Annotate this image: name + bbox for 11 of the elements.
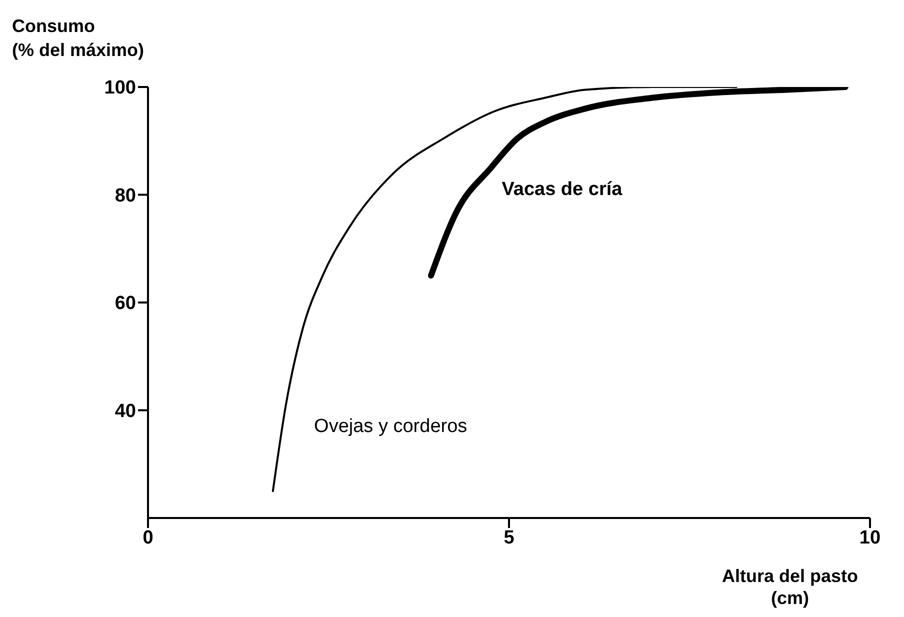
- x-tick-label: 10: [859, 527, 881, 548]
- x-axis-title: Altura del pasto (cm): [722, 566, 858, 608]
- y-tick-label: 80: [114, 185, 136, 206]
- x-tick-label: 5: [504, 527, 515, 548]
- y-tick-label: 40: [114, 400, 136, 422]
- y-axis-title: Consumo (% del máximo): [12, 16, 144, 60]
- y-tick-label: 60: [114, 293, 136, 314]
- y-tick-label: 100: [104, 78, 136, 99]
- x-tick-label: 0: [142, 527, 154, 548]
- series-label: Vacas de cría: [502, 178, 623, 200]
- series-label: Ovejas y corderos: [314, 416, 468, 437]
